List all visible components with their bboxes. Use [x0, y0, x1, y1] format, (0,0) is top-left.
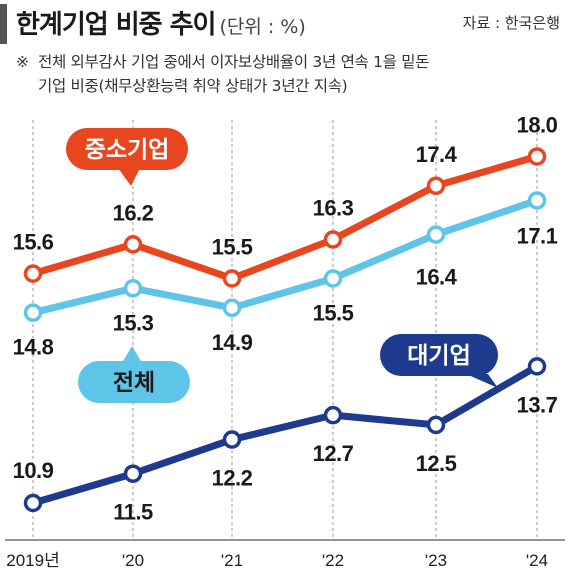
- data-label: 15.5: [212, 235, 253, 260]
- data-point: [426, 225, 446, 244]
- legend-sme-bubble: [66, 128, 188, 170]
- data-point: [426, 176, 446, 196]
- source-label: 자료 : 한국은행: [462, 14, 560, 32]
- data-label: 16.2: [113, 200, 154, 225]
- chart-title: 한계기업 비중 추이 (단위 : %): [16, 4, 306, 41]
- legend-total-bubble-tail: [122, 346, 142, 363]
- data-label: 18.0: [517, 113, 558, 138]
- data-label: 16.3: [313, 195, 354, 220]
- data-point: [426, 415, 446, 435]
- data-point: [23, 264, 43, 283]
- data-point: [527, 191, 547, 210]
- data-label: 15.5: [313, 301, 354, 326]
- data-label: 13.7: [517, 392, 558, 417]
- unit-label: (단위 : %): [219, 16, 306, 38]
- data-label: 16.4: [416, 265, 458, 290]
- x-tick-label: '22: [322, 551, 344, 570]
- data-label: 17.1: [517, 223, 558, 248]
- series-line-1: [29, 196, 541, 317]
- note-line-1: ※ 전체 외부감사 기업 중에서 이자보상배율이 3년 연속 1을 밑돈: [16, 50, 564, 74]
- x-tick-label: '23: [425, 551, 447, 570]
- data-point: [323, 405, 343, 425]
- legend-sme-legend-label: 중소기업: [85, 137, 170, 163]
- legend-sme-bubble-tail: [118, 168, 140, 186]
- series-line-2: [29, 362, 541, 507]
- chart-note: ※ 전체 외부감사 기업 중에서 이자보상배율이 3년 연속 1을 밑돈 기업 비…: [16, 50, 564, 98]
- data-point: [323, 269, 343, 288]
- legend-large-legend-label: 대기업: [407, 343, 470, 369]
- x-tick-label: '24: [526, 551, 548, 570]
- note-line-2: 기업 비중(채무상환능력 취약 상태가 3년간 지속): [38, 77, 348, 95]
- data-label: 12.2: [212, 466, 253, 491]
- data-point: [527, 357, 547, 376]
- data-point: [23, 303, 43, 322]
- data-label: 15.3: [113, 310, 154, 335]
- data-label: 17.4: [416, 142, 458, 167]
- data-point: [527, 147, 547, 166]
- x-tick-label: '21: [221, 551, 243, 570]
- data-point: [222, 430, 242, 449]
- data-label: 12.5: [416, 451, 457, 476]
- data-point: [222, 269, 242, 288]
- data-label: 14.8: [13, 335, 54, 360]
- title-accent-bar: [0, 4, 7, 44]
- data-point: [123, 279, 143, 298]
- data-point: [323, 230, 343, 249]
- legend-large-bubble-tail: [466, 374, 498, 388]
- note-mark: ※: [16, 53, 29, 71]
- data-point: [123, 464, 143, 483]
- data-label: 14.9: [212, 330, 253, 355]
- data-point: [23, 493, 43, 513]
- x-tick-label: 2019년: [6, 551, 59, 570]
- legend-total-legend-label: 전체: [113, 370, 155, 396]
- series-line-0: [29, 153, 541, 283]
- legend-large-bubble: [380, 334, 498, 376]
- data-label: 12.7: [313, 441, 354, 466]
- data-label: 15.6: [13, 230, 54, 255]
- x-tick-label: '20: [122, 551, 144, 570]
- data-label: 10.9: [13, 458, 54, 483]
- note-line-1-text: 전체 외부감사 기업 중에서 이자보상배율이 3년 연속 1을 밑돈: [38, 53, 430, 71]
- data-label: 11.5: [113, 500, 153, 525]
- data-point: [222, 298, 242, 318]
- chart-title-text: 한계기업 비중 추이: [16, 10, 216, 40]
- data-point: [123, 235, 143, 254]
- legend-total-bubble: [78, 361, 190, 403]
